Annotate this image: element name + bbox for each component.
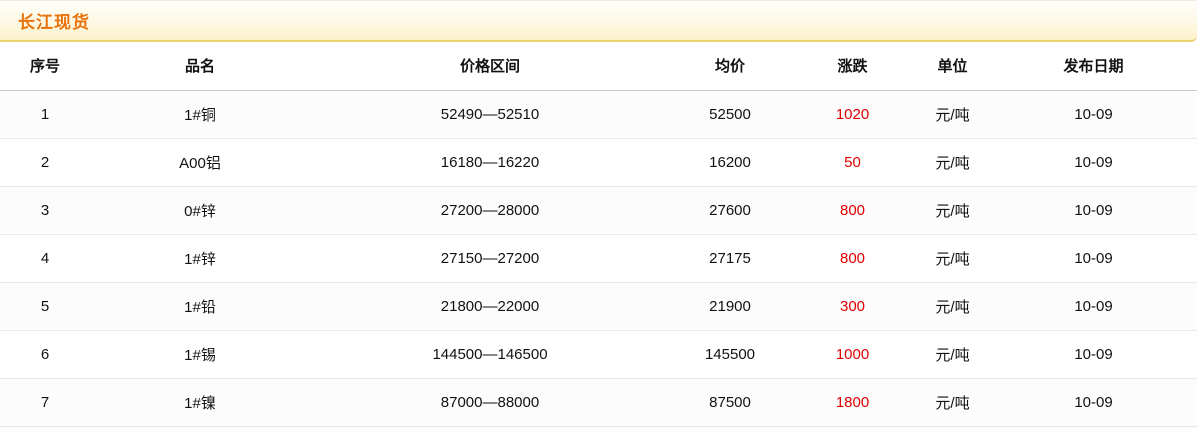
cell-avg: 27600 bbox=[670, 186, 790, 235]
cell-change: 800 bbox=[790, 234, 915, 283]
cell-date: 10-09 bbox=[990, 282, 1197, 331]
cell-range: 16180—16220 bbox=[310, 138, 670, 187]
cell-name: 1#锌 bbox=[90, 234, 310, 283]
cell-unit: 元/吨 bbox=[915, 234, 990, 283]
cell-range: 21800—22000 bbox=[310, 282, 670, 331]
col-header-avg: 均价 bbox=[670, 42, 790, 91]
cell-unit: 元/吨 bbox=[915, 186, 990, 235]
cell-change: 300 bbox=[790, 282, 915, 331]
cell-name: 1#镍 bbox=[90, 378, 310, 427]
bottom-strip bbox=[0, 426, 1197, 428]
cell-range: 87000—88000 bbox=[310, 378, 670, 427]
cell-range: 27150—27200 bbox=[310, 234, 670, 283]
cell-index: 5 bbox=[0, 282, 90, 331]
cell-avg: 27175 bbox=[670, 234, 790, 283]
cell-name: A00铝 bbox=[90, 138, 310, 187]
cell-unit: 元/吨 bbox=[915, 90, 990, 139]
cell-name: 1#锡 bbox=[90, 330, 310, 379]
cell-unit: 元/吨 bbox=[915, 282, 990, 331]
table-row: 5 1#铅 21800—22000 21900 300 元/吨 10-09 bbox=[0, 282, 1197, 331]
cell-change: 1020 bbox=[790, 90, 915, 139]
col-header-change: 涨跌 bbox=[790, 42, 915, 91]
cell-index: 6 bbox=[0, 330, 90, 379]
cell-name: 1#铅 bbox=[90, 282, 310, 331]
cell-date: 10-09 bbox=[990, 330, 1197, 379]
section-header: 长江现货 bbox=[0, 0, 1197, 42]
table-row: 2 A00铝 16180—16220 16200 50 元/吨 10-09 bbox=[0, 138, 1197, 187]
cell-unit: 元/吨 bbox=[915, 138, 990, 187]
cell-change: 800 bbox=[790, 186, 915, 235]
col-header-index: 序号 bbox=[0, 42, 90, 91]
table-header-row: 序号 品名 价格区间 均价 涨跌 单位 发布日期 bbox=[0, 42, 1197, 91]
cell-unit: 元/吨 bbox=[915, 378, 990, 427]
cell-date: 10-09 bbox=[990, 378, 1197, 427]
cell-change: 50 bbox=[790, 138, 915, 187]
cell-index: 4 bbox=[0, 234, 90, 283]
cell-unit: 元/吨 bbox=[915, 330, 990, 379]
cell-name: 1#铜 bbox=[90, 90, 310, 139]
cell-date: 10-09 bbox=[990, 186, 1197, 235]
table-header: 序号 品名 价格区间 均价 涨跌 单位 发布日期 bbox=[0, 42, 1197, 91]
cell-avg: 16200 bbox=[670, 138, 790, 187]
cell-index: 3 bbox=[0, 186, 90, 235]
cell-date: 10-09 bbox=[990, 90, 1197, 139]
col-header-unit: 单位 bbox=[915, 42, 990, 91]
cell-index: 1 bbox=[0, 90, 90, 139]
cell-avg: 21900 bbox=[670, 282, 790, 331]
cell-avg: 52500 bbox=[670, 90, 790, 139]
table-body: 1 1#铜 52490—52510 52500 1020 元/吨 10-09 2 A00铝 161… bbox=[0, 90, 1197, 427]
col-header-name: 品名 bbox=[90, 42, 310, 91]
cell-avg: 145500 bbox=[670, 330, 790, 379]
section-title: 长江现货 bbox=[18, 13, 90, 32]
table-row: 4 1#锌 27150—27200 27175 800 元/吨 10-09 bbox=[0, 234, 1197, 283]
cell-range: 144500—146500 bbox=[310, 330, 670, 379]
cell-date: 10-09 bbox=[990, 234, 1197, 283]
cell-change: 1800 bbox=[790, 378, 915, 427]
cell-date: 10-09 bbox=[990, 138, 1197, 187]
cell-name: 0#锌 bbox=[90, 186, 310, 235]
cell-index: 7 bbox=[0, 378, 90, 427]
col-header-range: 价格区间 bbox=[310, 42, 670, 91]
table-row: 3 0#锌 27200—28000 27600 800 元/吨 10-09 bbox=[0, 186, 1197, 235]
spot-price-table: 序号 品名 价格区间 均价 涨跌 单位 发布日期 1 1#铜 52490—52510… bbox=[0, 42, 1197, 427]
table-row: 7 1#镍 87000—88000 87500 1800 元/吨 10-09 bbox=[0, 378, 1197, 427]
table-row: 6 1#锡 144500—146500 145500 1000 元/吨 10-09 bbox=[0, 330, 1197, 379]
cell-change: 1000 bbox=[790, 330, 915, 379]
cell-range: 27200—28000 bbox=[310, 186, 670, 235]
col-header-date: 发布日期 bbox=[990, 42, 1197, 91]
cell-avg: 87500 bbox=[670, 378, 790, 427]
table-row: 1 1#铜 52490—52510 52500 1020 元/吨 10-09 bbox=[0, 90, 1197, 139]
cell-range: 52490—52510 bbox=[310, 90, 670, 139]
cell-index: 2 bbox=[0, 138, 90, 187]
